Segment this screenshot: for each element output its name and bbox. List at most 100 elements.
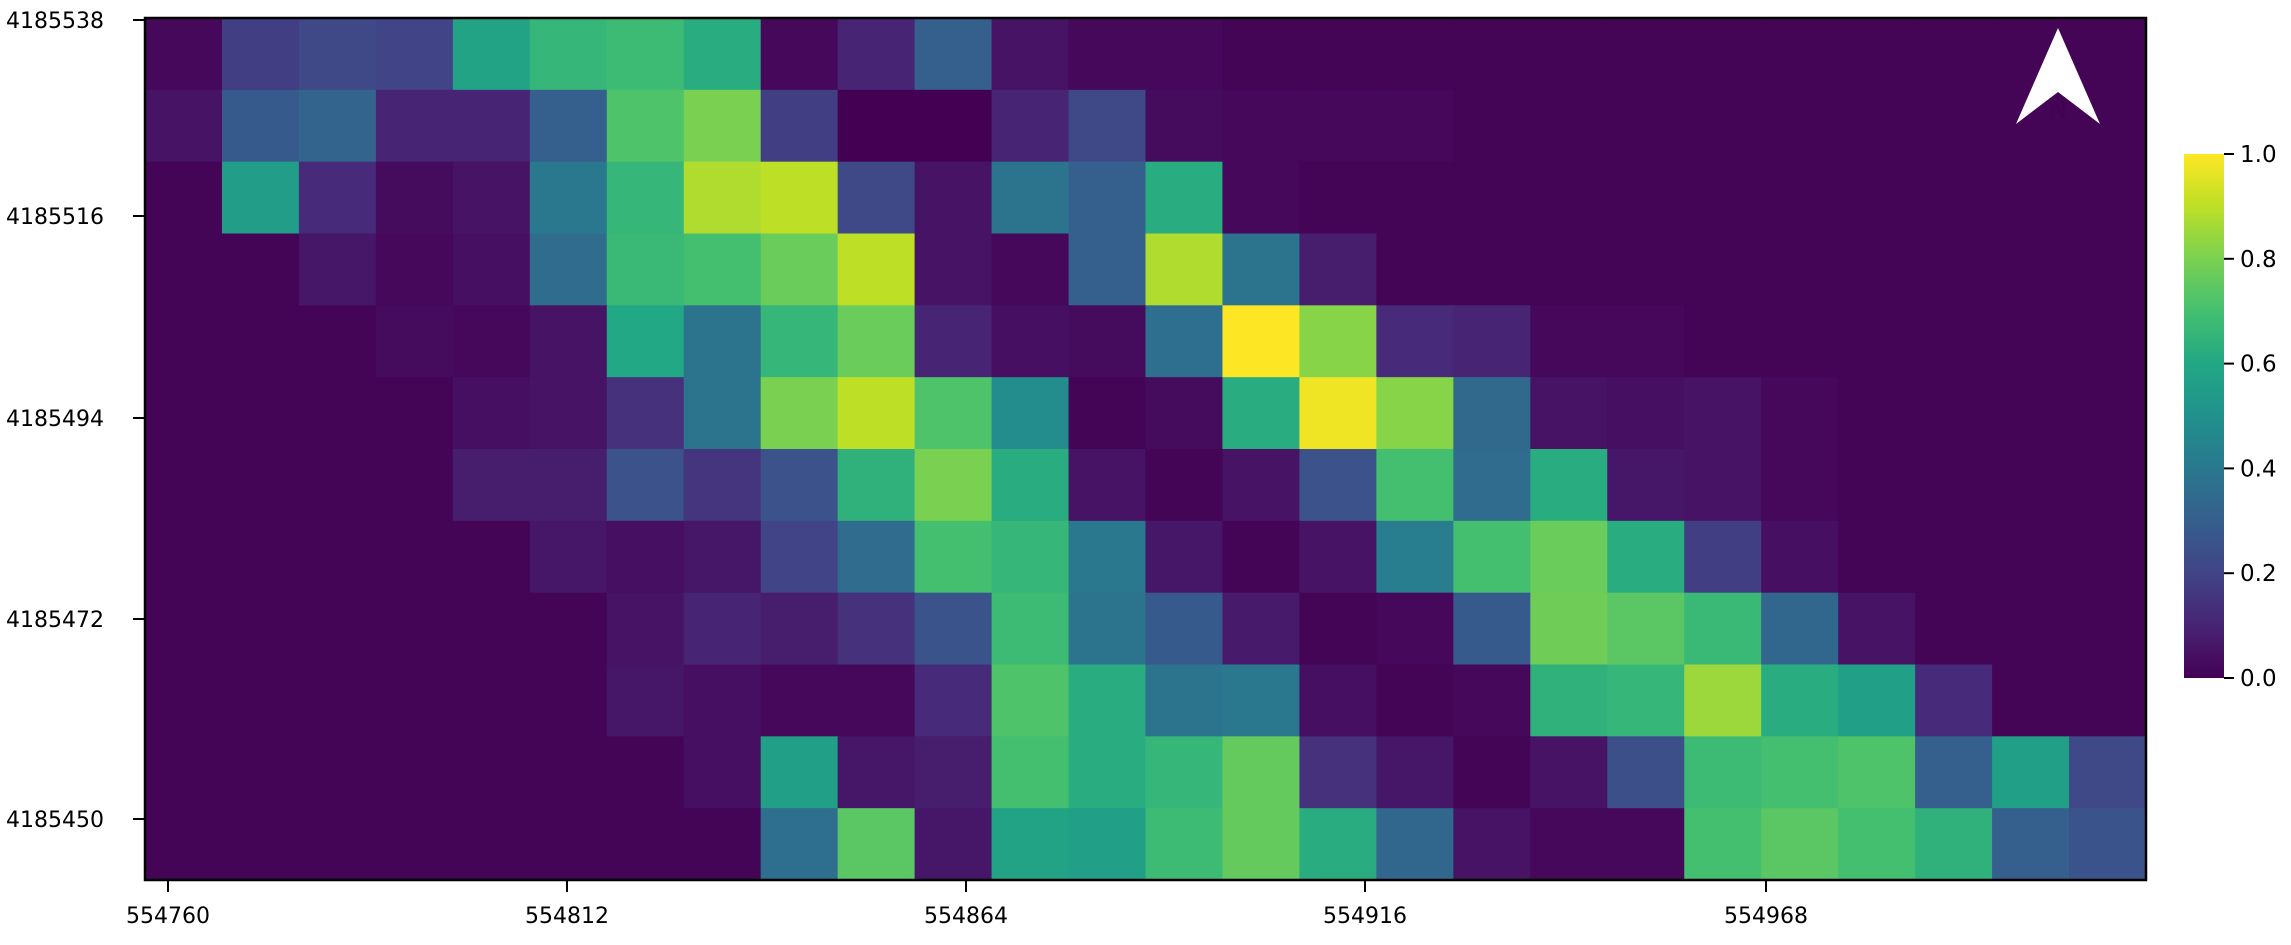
raster-cell xyxy=(991,736,1070,809)
raster-cell xyxy=(1299,449,1377,522)
raster-cell xyxy=(1453,808,1531,881)
raster-cell xyxy=(1838,449,1916,522)
raster-cell xyxy=(991,377,1070,450)
raster-cell xyxy=(606,161,685,235)
raster-cell xyxy=(914,377,993,450)
raster-cell xyxy=(1453,233,1531,306)
raster-cell xyxy=(375,449,454,522)
raster-cell xyxy=(1530,161,1608,235)
raster-cell xyxy=(452,305,531,378)
raster-cell xyxy=(1838,377,1916,450)
raster-cell xyxy=(1838,808,1916,881)
raster-cell xyxy=(1838,161,1916,235)
raster-cell xyxy=(991,18,1070,91)
raster-cell xyxy=(1453,664,1531,737)
raster-cell xyxy=(1222,664,1301,737)
north-arrow-icon: N xyxy=(2016,28,2100,124)
raster-cell xyxy=(683,161,762,235)
raster-cell xyxy=(1068,305,1147,378)
raster-cell xyxy=(991,449,1070,522)
colorbar-tick-label: 0.8 xyxy=(2240,247,2277,273)
raster-cell xyxy=(1838,233,1916,306)
raster-cell xyxy=(375,89,454,163)
raster-cells xyxy=(145,18,2147,881)
raster-cell xyxy=(1376,89,1454,163)
raster-cell xyxy=(914,233,993,306)
raster-cell xyxy=(1530,520,1608,594)
raster-cell xyxy=(1992,664,2070,737)
raster-cell xyxy=(1530,377,1608,450)
raster-cell xyxy=(1992,305,2070,378)
raster-cell xyxy=(298,305,377,378)
raster-cell xyxy=(221,233,300,306)
raster-cell xyxy=(375,520,454,594)
raster-cell xyxy=(1376,233,1454,306)
raster-cell xyxy=(683,664,762,737)
raster-cell xyxy=(606,808,685,881)
colorbar-tick-label: 0.2 xyxy=(2240,561,2277,587)
raster-cell xyxy=(760,233,839,306)
raster-cell xyxy=(1453,592,1531,666)
raster-cell xyxy=(2069,664,2147,737)
x-tick-label: 554864 xyxy=(924,904,1008,929)
raster-cell xyxy=(606,233,685,306)
raster-cell xyxy=(1838,520,1916,594)
raster-cell xyxy=(1376,161,1454,235)
raster-cell xyxy=(1915,592,1993,666)
raster-cell xyxy=(914,449,993,522)
raster-cell xyxy=(1530,736,1608,809)
raster-cell xyxy=(2069,305,2147,378)
raster-cell xyxy=(145,89,223,163)
raster-cell xyxy=(298,736,377,809)
raster-cell xyxy=(991,161,1070,235)
raster-cell xyxy=(529,305,608,378)
raster-cell xyxy=(221,161,300,235)
raster-cell xyxy=(1684,449,1762,522)
raster-cell xyxy=(298,161,377,235)
raster-cell xyxy=(1838,18,1916,91)
raster-cell xyxy=(145,520,223,594)
raster-cell xyxy=(760,520,839,594)
raster-cell xyxy=(1684,89,1762,163)
raster-cell xyxy=(2069,161,2147,235)
colorbar-tick-label: 1.0 xyxy=(2240,142,2277,168)
raster-cell xyxy=(1068,161,1147,235)
raster-cell xyxy=(1299,305,1377,378)
raster-cell xyxy=(1761,592,1839,666)
raster-cell xyxy=(760,808,839,881)
y-tick-label: 4185516 xyxy=(6,205,104,230)
raster-cell xyxy=(529,449,608,522)
raster-cell xyxy=(1453,18,1531,91)
raster-cell xyxy=(452,592,531,666)
raster-cell xyxy=(1992,808,2070,881)
raster-cell xyxy=(1222,161,1301,235)
raster-cell xyxy=(1068,808,1147,881)
raster-cell xyxy=(760,18,839,91)
raster-cell xyxy=(1607,664,1685,737)
raster-cell xyxy=(1761,233,1839,306)
raster-cell xyxy=(298,808,377,881)
raster-cell xyxy=(452,233,531,306)
raster-cell xyxy=(1222,736,1301,809)
raster-cell xyxy=(837,377,916,450)
raster-cell xyxy=(1376,18,1454,91)
raster-cell xyxy=(914,664,993,737)
raster-cell xyxy=(837,18,916,91)
raster-cell xyxy=(298,377,377,450)
raster-cell xyxy=(1222,233,1301,306)
raster-cell xyxy=(375,736,454,809)
raster-cell xyxy=(145,592,223,666)
raster-cell xyxy=(1530,305,1608,378)
raster-cell xyxy=(1299,736,1377,809)
raster-cell xyxy=(1222,520,1301,594)
raster-cell xyxy=(760,89,839,163)
raster-cell xyxy=(221,89,300,163)
raster-cell xyxy=(452,89,531,163)
raster-cell xyxy=(991,233,1070,306)
raster-cell xyxy=(529,18,608,91)
raster-cell xyxy=(1607,520,1685,594)
raster-cell xyxy=(1222,449,1301,522)
raster-cell xyxy=(452,377,531,450)
raster-cell xyxy=(375,377,454,450)
